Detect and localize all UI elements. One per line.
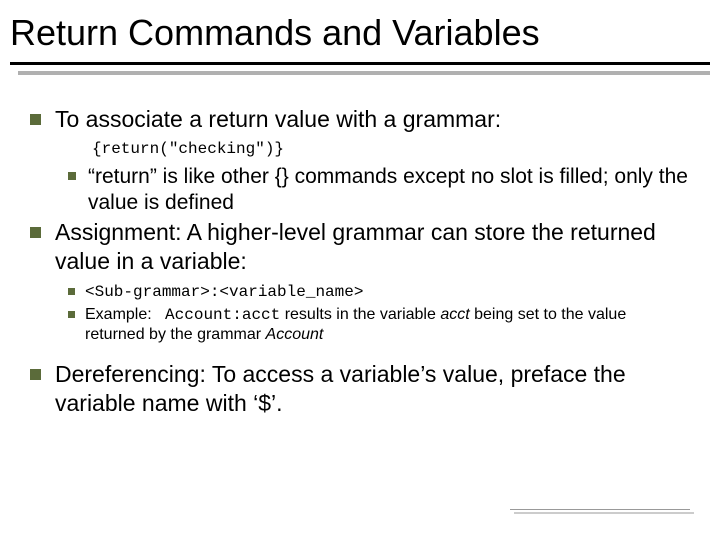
slide-title: Return Commands and Variables	[0, 0, 720, 62]
bullet-icon	[30, 227, 41, 238]
bullet-icon	[68, 311, 75, 318]
bullet-text: To associate a return value with a gramm…	[55, 105, 501, 134]
sub-bullet-2b: Example: Account:acct results in the var…	[68, 305, 690, 347]
sub-bullet-2a: <Sub-grammar>:<variable_name>	[68, 282, 690, 303]
code-example-1: {return("checking")}	[92, 140, 690, 158]
bullet-icon	[68, 172, 76, 180]
bullet-item-3: Dereferencing: To access a variable’s va…	[30, 360, 690, 418]
var-name: acct	[440, 306, 469, 323]
grammar-name: Account	[266, 326, 324, 343]
footer-rule	[510, 509, 690, 510]
slide-body: To associate a return value with a gramm…	[0, 75, 720, 434]
footer-shadow	[514, 512, 694, 514]
bullet-text: Assignment: A higher-level grammar can s…	[55, 218, 690, 276]
code-text: <Sub-grammar>:<variable_name>	[85, 282, 363, 303]
example-text: Example: Account:acct results in the var…	[85, 305, 690, 347]
bullet-icon	[68, 288, 75, 295]
example-label: Example:	[85, 306, 156, 323]
bullet-item-2: Assignment: A higher-level grammar can s…	[30, 218, 690, 276]
bullet-text: Dereferencing: To access a variable’s va…	[55, 360, 690, 418]
bullet-text: “return” is like other {} commands excep…	[88, 164, 690, 217]
bullet-icon	[30, 369, 41, 380]
sub-bullet-1a: “return” is like other {} commands excep…	[68, 164, 690, 217]
example-code: Account:acct	[165, 306, 280, 324]
example-mid: results in the variable	[280, 306, 440, 323]
title-rule	[10, 62, 710, 65]
bullet-item-1: To associate a return value with a gramm…	[30, 105, 690, 134]
bullet-icon	[30, 114, 41, 125]
